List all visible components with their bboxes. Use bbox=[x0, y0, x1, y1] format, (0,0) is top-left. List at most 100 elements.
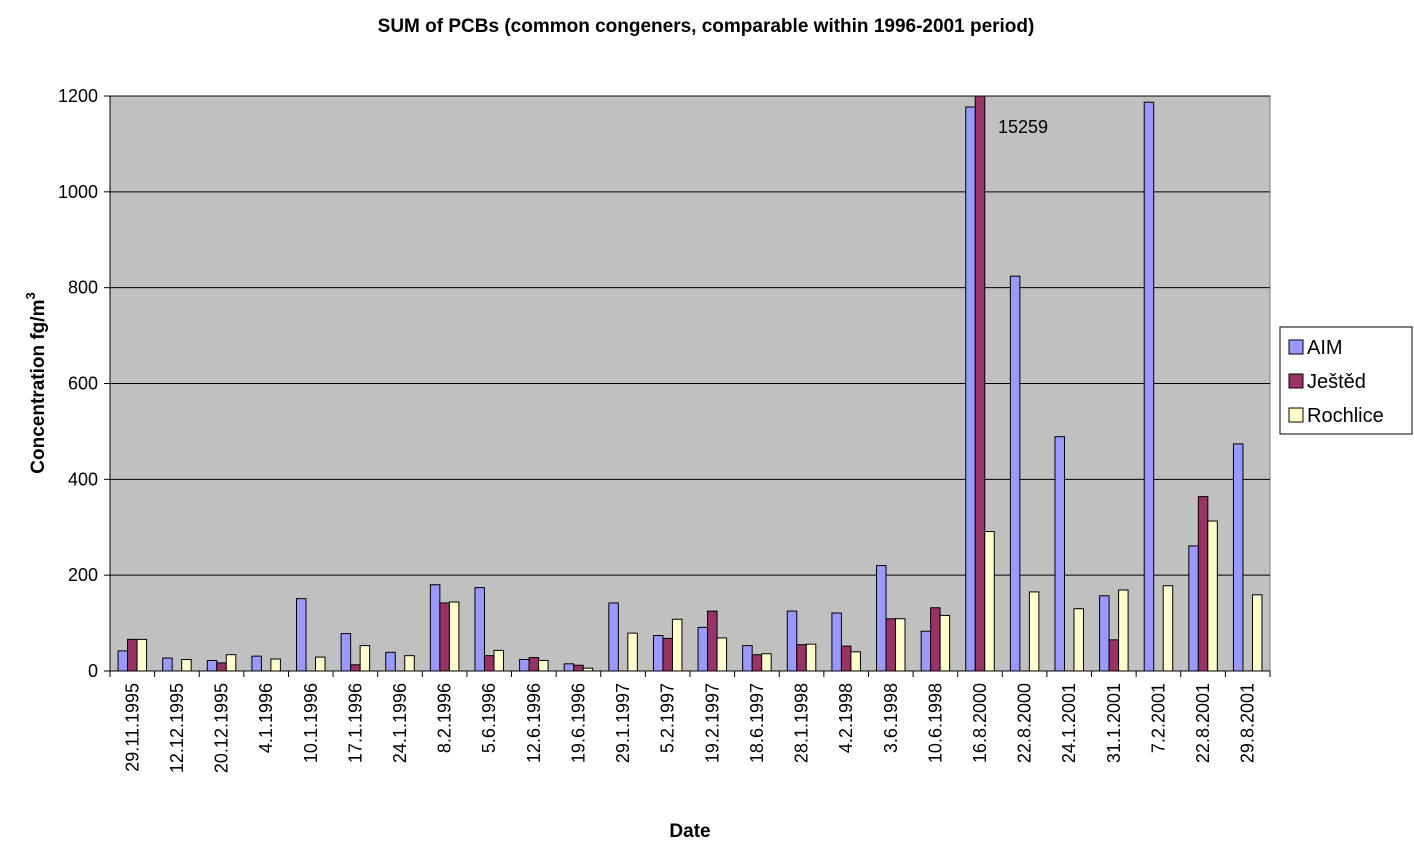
y-axis-title-text: Concentration fg/m bbox=[28, 300, 49, 474]
bar-aim-8 bbox=[474, 587, 485, 672]
bar-rochlice-20 bbox=[1028, 591, 1040, 672]
x-tick-label-2: 20.12.1995 bbox=[212, 683, 232, 773]
bar-rochlice-2 bbox=[225, 654, 237, 672]
bar-rochlice-3 bbox=[270, 658, 281, 672]
x-tick-label-21: 24.1.2001 bbox=[1059, 683, 1079, 763]
x-tick-label-4: 10.1.1996 bbox=[301, 683, 321, 763]
bar-rochlice-25 bbox=[1251, 594, 1263, 672]
y-tick-label-1: 200 bbox=[68, 565, 98, 585]
y-axis-title-superscript: 3 bbox=[23, 292, 38, 299]
y-tick-label-5: 1000 bbox=[58, 182, 98, 202]
bar-je-t-d-12 bbox=[662, 637, 673, 672]
bar-rochlice-14 bbox=[761, 653, 772, 672]
plot-area bbox=[109, 95, 1271, 672]
x-tick-label-3: 4.1.1996 bbox=[256, 683, 276, 753]
x-tick-label-19: 16.8.2000 bbox=[970, 683, 990, 763]
bar-aim-22 bbox=[1099, 595, 1110, 672]
bar-aim-4 bbox=[296, 598, 307, 672]
x-tick-label-22: 31.1.2001 bbox=[1104, 683, 1124, 763]
bar-rochlice-19 bbox=[984, 531, 995, 672]
bar-aim-23 bbox=[1143, 101, 1155, 672]
x-tick-label-16: 4.2.1998 bbox=[836, 683, 856, 753]
bar-rochlice-21 bbox=[1073, 608, 1084, 672]
legend: AIM Ještěd Rochlice bbox=[1279, 326, 1413, 435]
legend-label-0: AIM bbox=[1307, 337, 1343, 359]
bars bbox=[117, 95, 1263, 672]
x-tick-label-8: 5.6.1996 bbox=[479, 683, 499, 753]
x-tick-label-11: 29.1.1997 bbox=[613, 683, 633, 763]
bar-aim-24 bbox=[1188, 545, 1199, 672]
x-tick-label-10: 19.6.1996 bbox=[568, 683, 588, 763]
bar-rochlice-17 bbox=[895, 618, 906, 672]
y-tick-label-6: 1200 bbox=[58, 86, 98, 106]
y-tick-label-4: 800 bbox=[68, 278, 98, 298]
bar-rochlice-9 bbox=[538, 659, 549, 672]
bar-aim-9 bbox=[519, 659, 530, 672]
bar-je-t-d-19 bbox=[974, 95, 986, 672]
x-tick-label-12: 5.2.1997 bbox=[658, 683, 678, 753]
x-axis-title: Date bbox=[669, 821, 710, 842]
x-tick-label-0: 29.11.1995 bbox=[122, 683, 142, 772]
bar-aim-11 bbox=[608, 602, 619, 672]
bar-aim-12 bbox=[652, 635, 664, 672]
bar-aim-14 bbox=[742, 645, 753, 672]
bar-rochlice-1 bbox=[181, 659, 192, 672]
x-tick-label-5: 17.1.1996 bbox=[345, 683, 365, 763]
x-tick-label-1: 12.12.1995 bbox=[167, 683, 187, 773]
bar-aim-19 bbox=[965, 106, 976, 672]
bar-je-t-d-13 bbox=[707, 610, 718, 672]
bar-aim-1 bbox=[162, 657, 173, 672]
bar-rochlice-0 bbox=[136, 638, 148, 672]
bar-je-t-d-2 bbox=[216, 662, 227, 672]
bar-je-t-d-18 bbox=[930, 607, 941, 672]
x-tick-label-23: 7.2.2001 bbox=[1148, 683, 1168, 753]
x-tick-label-6: 24.1.1996 bbox=[390, 683, 410, 763]
bar-rochlice-15 bbox=[805, 643, 817, 672]
bar-aim-3 bbox=[251, 655, 262, 672]
bar-rochlice-10 bbox=[582, 667, 594, 672]
bar-rochlice-4 bbox=[315, 656, 326, 672]
bar-je-t-d-9 bbox=[528, 657, 540, 672]
legend-swatch-1 bbox=[1288, 373, 1304, 389]
y-axis-title: Concentration fg/m3 bbox=[23, 292, 49, 473]
bar-aim-15 bbox=[786, 610, 798, 672]
bar-aim-5 bbox=[340, 633, 352, 672]
x-tick-label-14: 18.6.1997 bbox=[747, 683, 767, 763]
x-tick-label-25: 29.8.2001 bbox=[1238, 683, 1258, 763]
bar-rochlice-18 bbox=[939, 614, 951, 672]
bar-aim-18 bbox=[920, 630, 932, 672]
y-axis: 0 200 400 600 800 1000 1200 bbox=[58, 86, 110, 681]
bar-aim-17 bbox=[876, 565, 887, 672]
bar-rochlice-5 bbox=[359, 645, 371, 672]
bar-je-t-d-17 bbox=[885, 618, 897, 672]
bar-aim-13 bbox=[697, 626, 709, 672]
bar-je-t-d-24 bbox=[1197, 496, 1209, 672]
bar-je-t-d-14 bbox=[751, 654, 763, 672]
bar-je-t-d-7 bbox=[439, 602, 450, 672]
bar-aim-20 bbox=[1009, 275, 1021, 672]
x-tick-label-13: 19.2.1997 bbox=[702, 683, 722, 763]
bar-je-t-d-8 bbox=[483, 655, 495, 672]
x-tick-label-7: 8.2.1996 bbox=[435, 683, 455, 753]
bar-rochlice-12 bbox=[671, 618, 683, 672]
bar-je-t-d-0 bbox=[127, 638, 138, 672]
bar-je-t-d-16 bbox=[840, 645, 852, 672]
bar-rochlice-8 bbox=[493, 649, 504, 672]
y-tick-label-3: 600 bbox=[68, 374, 98, 394]
bar-rochlice-16 bbox=[850, 651, 861, 672]
bar-je-t-d-22 bbox=[1108, 639, 1120, 672]
x-tick-label-20: 22.8.2000 bbox=[1015, 683, 1035, 763]
annotation-0: 15259 bbox=[998, 117, 1048, 137]
bar-rochlice-24 bbox=[1207, 520, 1218, 672]
bar-rochlice-22 bbox=[1118, 589, 1129, 672]
annotations: 15259 bbox=[998, 117, 1048, 137]
legend-swatch-0 bbox=[1288, 339, 1304, 355]
bar-aim-0 bbox=[117, 650, 129, 672]
bar-rochlice-11 bbox=[627, 632, 638, 672]
bar-aim-25 bbox=[1232, 443, 1244, 672]
bar-aim-21 bbox=[1054, 436, 1065, 672]
chart-title: SUM of PCBs (common congeners, comparabl… bbox=[378, 16, 1035, 37]
bar-aim-16 bbox=[831, 612, 842, 672]
bar-aim-7 bbox=[429, 584, 441, 672]
